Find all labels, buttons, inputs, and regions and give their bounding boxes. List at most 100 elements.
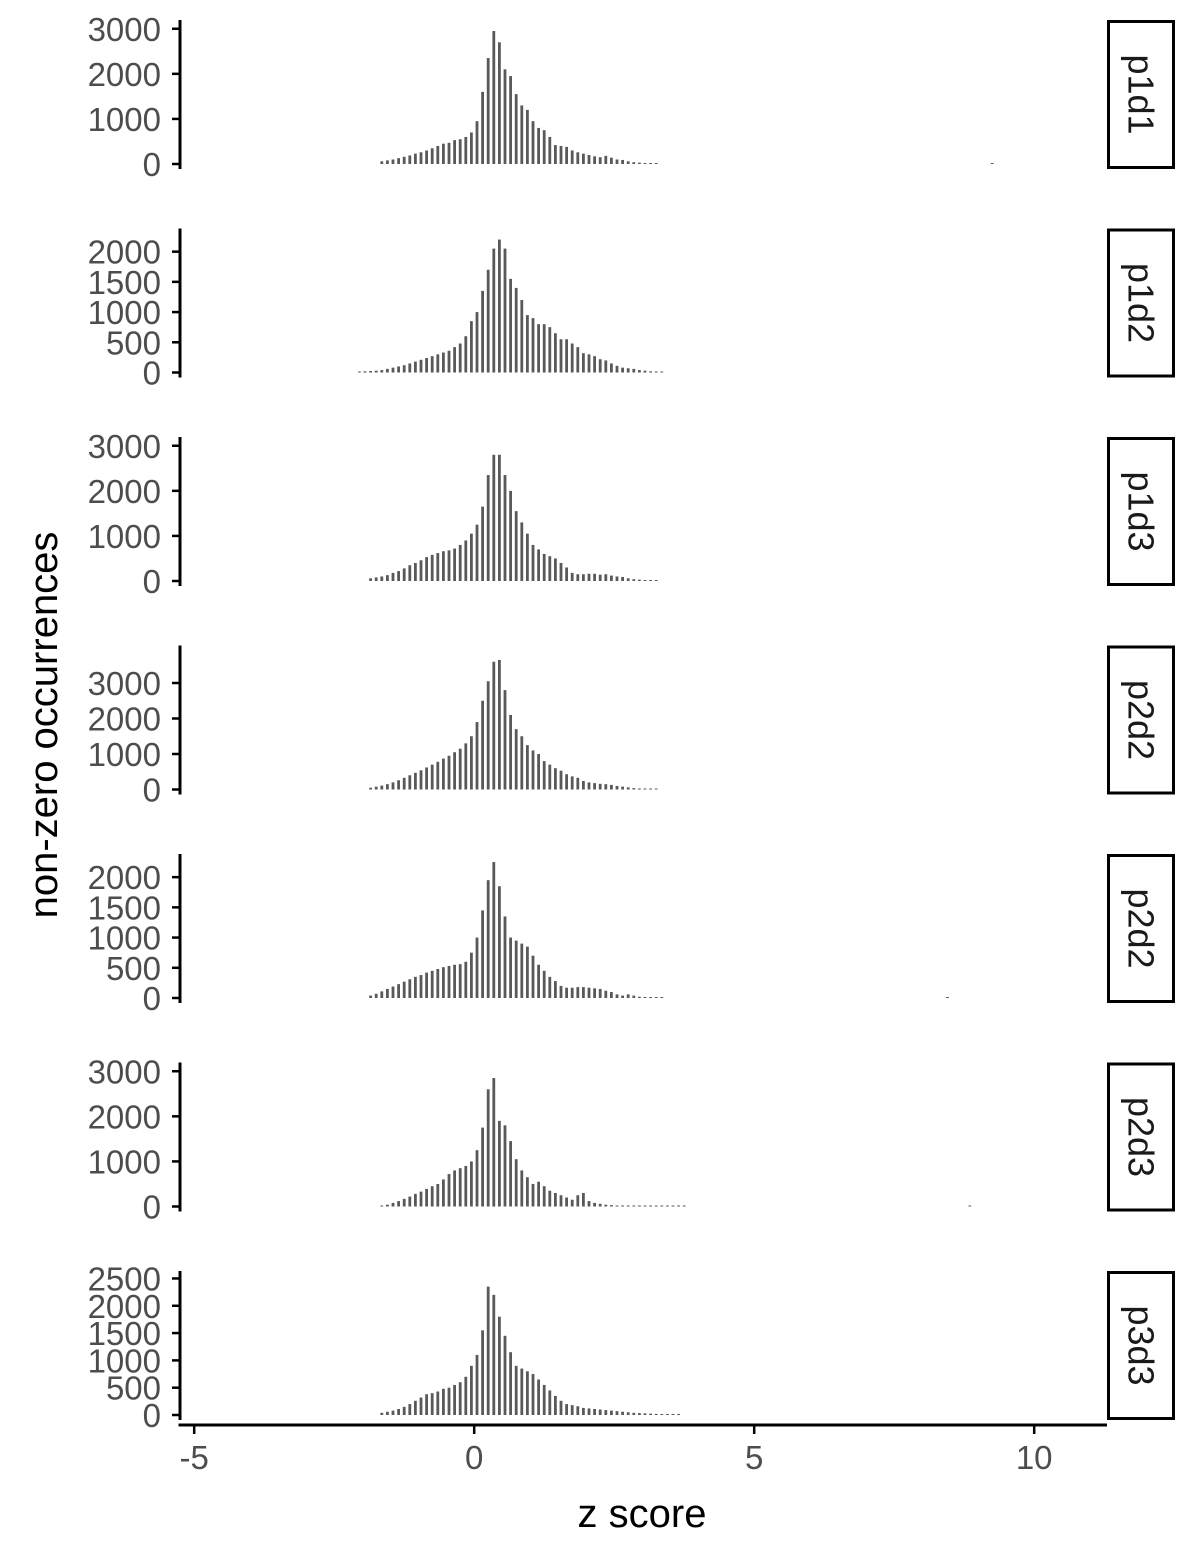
histogram-bar <box>582 987 585 998</box>
histogram-bar <box>380 1412 384 1415</box>
histogram-bar <box>531 955 535 998</box>
histogram-bar <box>425 557 428 581</box>
histogram-bar <box>391 782 395 790</box>
histogram-bar <box>419 1397 423 1415</box>
histogram-bar <box>593 1408 596 1415</box>
histogram-bar <box>386 1411 389 1415</box>
histogram-bar <box>626 1412 630 1415</box>
histogram-bar <box>654 1205 658 1207</box>
y-tick-label: 500 <box>106 324 161 361</box>
y-tick-label: 1000 <box>88 101 161 138</box>
histogram-bar <box>369 578 372 581</box>
histogram-bar <box>486 1089 490 1207</box>
histogram-bar <box>408 979 412 998</box>
histogram-bar <box>386 575 389 581</box>
histogram-bar <box>542 324 546 373</box>
histogram-bar <box>475 1354 479 1415</box>
histogram-bar <box>615 365 619 373</box>
histogram-bar <box>559 562 563 581</box>
histogram-bar <box>509 937 512 998</box>
histogram-bar <box>520 105 524 164</box>
facet-strip-label: p2d2 <box>1121 680 1162 760</box>
histogram-bar <box>615 1205 619 1207</box>
histogram-bar <box>632 788 636 790</box>
histogram-bar <box>458 748 462 790</box>
histogram-bar <box>531 1183 535 1207</box>
histogram-bar <box>593 988 596 998</box>
histogram-bar <box>598 574 602 581</box>
histogram-bar <box>576 347 580 373</box>
histogram-bar <box>554 768 557 790</box>
histogram-bar <box>570 987 574 998</box>
histogram-bar <box>660 997 664 998</box>
histogram-bar <box>425 767 428 790</box>
histogram-bar <box>402 981 406 998</box>
histogram-bars <box>369 659 658 790</box>
y-tick-label: 3000 <box>88 428 161 465</box>
histogram-bar <box>654 371 658 373</box>
histogram-bar <box>492 1294 496 1415</box>
histogram-bars <box>380 31 994 165</box>
histogram-bar <box>542 1186 546 1207</box>
histogram-bar <box>498 886 501 998</box>
y-tick-label: 1000 <box>88 920 161 957</box>
histogram-bar <box>509 76 512 164</box>
histogram-bar <box>386 784 389 790</box>
histogram-bar <box>419 560 423 581</box>
y-tick-label: 1000 <box>88 1143 161 1180</box>
histogram-bar <box>470 132 473 164</box>
histogram-bar <box>419 1191 423 1207</box>
histogram-bar <box>677 1414 680 1415</box>
histogram-bar <box>548 1390 552 1415</box>
histogram-bar <box>425 357 428 373</box>
histogram-bar <box>604 155 608 164</box>
histogram-bar <box>520 1170 524 1207</box>
histogram-bar <box>486 880 490 998</box>
histogram-bar <box>643 1205 647 1207</box>
histogram-bar <box>402 156 406 164</box>
histogram-bar <box>369 787 372 790</box>
histogram-bar <box>442 758 445 790</box>
histogram-bar <box>570 776 574 790</box>
histogram-bar <box>397 1201 400 1207</box>
histogram-bar <box>430 764 434 790</box>
histogram-bar <box>604 1410 608 1415</box>
histogram-bar <box>559 339 563 373</box>
y-tick-label: 500 <box>106 950 161 987</box>
histogram-bar <box>576 152 580 164</box>
histogram-bar <box>386 988 389 998</box>
histogram-bar <box>380 370 384 373</box>
y-tick-label: 1000 <box>88 518 161 555</box>
histogram-bar <box>414 1400 417 1415</box>
histogram-bar <box>464 961 468 998</box>
histogram-bar <box>654 580 658 581</box>
histogram-bar <box>453 964 456 998</box>
histogram-bar <box>380 161 384 164</box>
histogram-bar <box>593 573 596 581</box>
histogram-bar <box>374 786 378 790</box>
histogram-bar <box>570 572 574 581</box>
histogram-bar <box>621 367 624 373</box>
histogram-bar <box>386 368 389 373</box>
histogram-bar <box>604 574 608 581</box>
histogram-bar <box>537 964 540 998</box>
histogram-bar <box>458 964 462 998</box>
histogram-bar <box>414 1193 417 1207</box>
histogram-bar <box>531 318 535 373</box>
facet-strip-box <box>1107 437 1175 586</box>
histogram-bar <box>514 1365 518 1415</box>
histogram-bar <box>671 1414 675 1415</box>
histogram-bar <box>414 976 417 998</box>
histogram-bar <box>481 1330 484 1415</box>
histogram-bar <box>632 995 636 998</box>
histogram-bar <box>509 1352 512 1415</box>
histogram-bar <box>481 290 484 373</box>
histogram-bar <box>380 785 384 790</box>
histogram-bar <box>598 359 602 373</box>
y-tick-label: 2000 <box>88 1098 161 1135</box>
histogram-bars <box>369 454 658 581</box>
histogram-bar <box>358 371 361 373</box>
facet-strip-box <box>1107 1062 1175 1212</box>
histogram-bar <box>587 154 591 164</box>
